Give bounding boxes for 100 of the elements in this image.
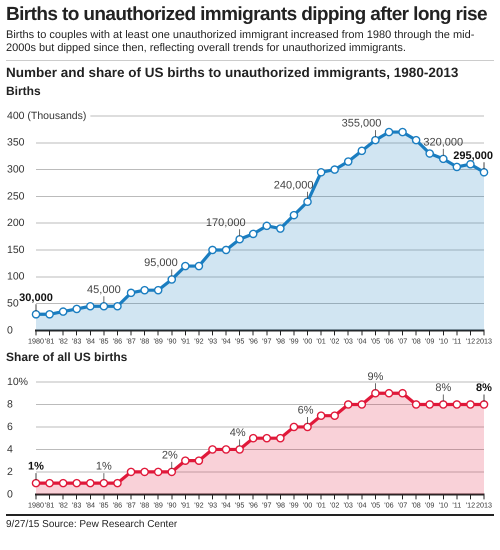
y-tick-label: 0 (7, 488, 13, 500)
point (290, 422, 298, 432)
data-label: 1% (28, 460, 44, 473)
y-tick-label: 400 (Thousands) (7, 110, 86, 122)
point (222, 246, 230, 254)
point (438, 154, 448, 164)
point (235, 445, 244, 454)
point (86, 478, 95, 488)
point (154, 286, 162, 294)
point (140, 286, 149, 294)
point (58, 307, 68, 316)
point (100, 302, 108, 311)
point (330, 165, 339, 174)
y-tick-label: 2 (7, 466, 13, 478)
point (466, 400, 475, 409)
point (208, 246, 217, 254)
y-tick-label: 200 (7, 217, 25, 230)
point (262, 434, 272, 442)
annotation: 95,000 (144, 256, 178, 269)
point (100, 478, 108, 488)
y-axis-title: Share of all US births (6, 350, 128, 364)
point (452, 400, 462, 409)
point (181, 262, 190, 270)
annotation: 355,000 (342, 118, 382, 130)
point (480, 400, 488, 409)
point (438, 400, 448, 409)
point (344, 157, 353, 166)
point (167, 468, 176, 476)
point (32, 478, 40, 488)
y-tick-label: 10% (7, 376, 28, 388)
point (58, 478, 68, 488)
point (262, 222, 272, 230)
point (384, 128, 394, 136)
data-label: 6% (298, 404, 314, 416)
data-label: 4% (230, 426, 246, 439)
point (126, 468, 136, 476)
annotation: 30,000 (19, 292, 53, 304)
y-tick-label: 0 (7, 324, 13, 336)
data-label: 8% (476, 382, 492, 394)
point (425, 149, 434, 158)
point (398, 128, 407, 136)
point (181, 456, 190, 465)
point (167, 275, 176, 284)
point (248, 434, 258, 442)
point (45, 310, 54, 319)
point (45, 478, 54, 488)
point (330, 411, 339, 420)
annotation: 170,000 (206, 216, 246, 229)
point (425, 400, 434, 409)
y-tick-label: 100 (7, 270, 25, 283)
point (32, 310, 40, 319)
annotation: 45,000 (87, 284, 121, 296)
annotation: 320,000 (423, 136, 464, 148)
y-tick-label: 250 (7, 190, 25, 202)
point (344, 400, 353, 409)
point (358, 400, 366, 409)
point (316, 168, 326, 177)
point (276, 434, 285, 442)
point (113, 478, 122, 488)
y-tick-label: 300 (7, 163, 25, 176)
point (452, 162, 462, 172)
y-tick-label: 6 (7, 420, 13, 433)
point (412, 136, 420, 144)
point (398, 388, 407, 398)
point (384, 388, 394, 398)
point (248, 230, 258, 238)
point (154, 468, 162, 476)
point (290, 210, 298, 220)
chart-title: Births to unauthorized immigrants dipping after long rise (6, 4, 488, 26)
annotation: 295,000 (453, 150, 493, 162)
y-tick-label: 4 (7, 443, 13, 456)
point (194, 262, 204, 270)
annotation: 240,000 (274, 179, 314, 192)
y-tick-label: 50 (7, 297, 19, 310)
point (303, 197, 312, 206)
data-label: 2% (162, 449, 178, 462)
point (276, 224, 285, 233)
point (194, 456, 204, 465)
text: Number and share of US births to unauthorized immigrants, 1980-2013 (6, 60, 494, 80)
point (316, 411, 326, 420)
y-tick-label: 350 (7, 136, 25, 149)
point (126, 288, 136, 298)
y-tick-label: 150 (7, 244, 25, 256)
point (222, 445, 230, 454)
point (480, 168, 488, 177)
text: 9/27/15 Source: Pew Research Center (6, 514, 494, 530)
point (86, 302, 95, 311)
y-axis-title: Births (6, 84, 42, 98)
data-label: 9% (367, 370, 384, 383)
chart-subtitle: Births to couples with at least one unauthorized immigrant increased from 1980 through the mid-2000s but dipped since then, reflecting overall trends for unauthorized immigrants. (6, 29, 476, 55)
y-tick-label: 8 (7, 398, 13, 410)
point (412, 400, 420, 409)
point (72, 304, 82, 314)
point (72, 478, 82, 488)
point (358, 146, 366, 156)
point (371, 388, 380, 398)
point (113, 302, 122, 311)
point (303, 422, 312, 432)
point (140, 468, 149, 476)
point (235, 234, 244, 244)
